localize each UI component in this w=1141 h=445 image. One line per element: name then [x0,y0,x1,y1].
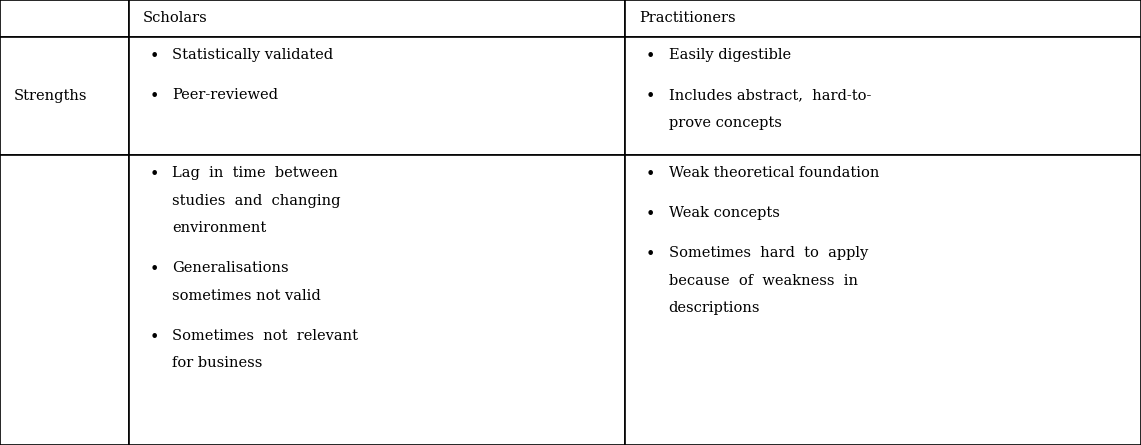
Text: studies  and  changing: studies and changing [172,194,341,207]
Bar [0,0,129,37]
Text: •: • [646,246,655,263]
Text: prove concepts: prove concepts [669,116,782,129]
Text: Easily digestible: Easily digestible [669,48,791,62]
Text: Weak theoretical foundation: Weak theoretical foundation [669,166,879,180]
Text: •: • [149,48,159,65]
Text: because  of  weakness  in: because of weakness in [669,274,858,287]
Bar [0,37,129,155]
Text: Includes abstract,  hard-to-: Includes abstract, hard-to- [669,88,871,102]
Text: •: • [646,206,655,223]
Bar [625,37,1141,155]
Bar [129,0,625,37]
Text: •: • [149,166,159,183]
Text: sometimes not valid: sometimes not valid [172,289,321,303]
Text: Sometimes  not  relevant: Sometimes not relevant [172,329,358,343]
Text: Practitioners: Practitioners [639,12,736,25]
Bar [625,155,1141,445]
Text: Scholars: Scholars [143,12,208,25]
Text: Peer-reviewed: Peer-reviewed [172,88,278,102]
Text: Statistically validated: Statistically validated [172,48,333,62]
Text: Lag  in  time  between: Lag in time between [172,166,338,180]
Text: •: • [149,329,159,346]
Text: Generalisations: Generalisations [172,261,289,275]
Text: •: • [646,88,655,105]
Text: environment: environment [172,221,267,235]
Bar [625,0,1141,37]
Text: •: • [149,88,159,105]
Bar [129,37,625,155]
Text: •: • [646,166,655,183]
Text: •: • [149,261,159,278]
Text: Weak concepts: Weak concepts [669,206,779,220]
Text: descriptions: descriptions [669,301,760,315]
Bar [0,155,129,445]
Text: •: • [646,48,655,65]
Text: Strengths: Strengths [14,89,87,103]
Text: Sometimes  hard  to  apply: Sometimes hard to apply [669,246,868,260]
Text: for business: for business [172,356,262,370]
Bar [129,155,625,445]
